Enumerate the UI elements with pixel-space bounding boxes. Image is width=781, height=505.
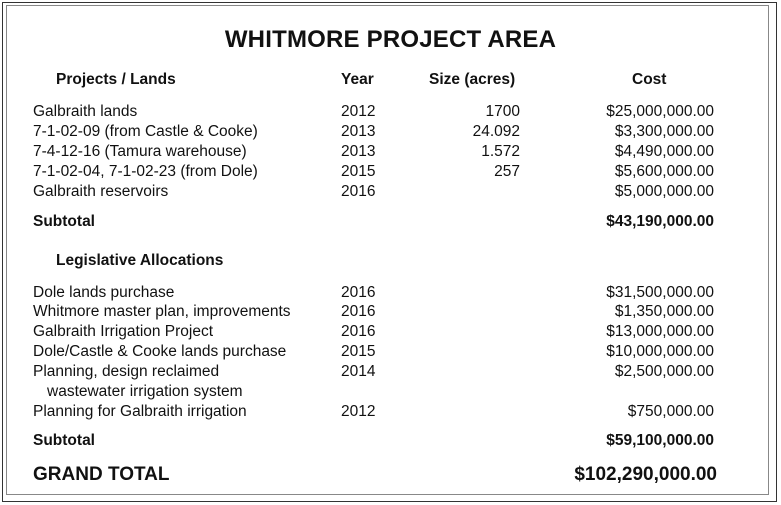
allocation-cost: $10,000,000.00 — [606, 343, 714, 360]
allocation-name: Planning, design reclaimed — [33, 363, 220, 380]
project-cost: $4,490,000.00 — [614, 143, 714, 160]
allocation-year: 2014 — [341, 363, 376, 380]
inner-border — [6, 5, 769, 495]
allocation-name-continued: wastewater irrigation system — [47, 383, 243, 400]
subtotal-label: Subtotal — [33, 432, 95, 449]
project-name: 7-1-02-04, 7-1-02-23 (from Dole) — [33, 163, 258, 180]
project-name: 7-1-02-09 (from Castle & Cooke) — [33, 123, 258, 140]
project-year: 2012 — [341, 103, 376, 120]
allocation-name: Planning for Galbraith irrigation — [33, 403, 247, 420]
project-year: 2013 — [341, 143, 376, 160]
allocation-name: Galbraith Irrigation Project — [33, 323, 214, 340]
project-size: 1.572 — [481, 143, 520, 160]
allocation-name: Whitmore master plan, improvements — [33, 303, 291, 320]
project-size: 1700 — [485, 103, 520, 120]
subtotal-label: Subtotal — [33, 213, 95, 230]
project-cost: $3,300,000.00 — [614, 123, 714, 140]
header-cost: Cost — [632, 71, 667, 88]
grand-total-label: GRAND TOTAL — [33, 464, 170, 485]
allocation-cost: $1,350,000.00 — [614, 303, 714, 320]
allocation-year: 2012 — [341, 403, 376, 420]
allocation-cost: $13,000,000.00 — [606, 323, 714, 340]
allocation-year: 2016 — [341, 323, 376, 340]
project-year: 2013 — [341, 123, 376, 140]
header-year: Year — [341, 71, 374, 88]
allocation-name: Dole/Castle & Cooke lands purchase — [33, 343, 287, 360]
allocation-cost: $31,500,000.00 — [606, 284, 714, 301]
project-cost: $25,000,000.00 — [606, 103, 714, 120]
allocation-year: 2016 — [341, 303, 376, 320]
allocation-cost: $750,000.00 — [627, 403, 714, 420]
project-name: Galbraith reservoirs — [33, 183, 169, 200]
allocation-year: 2016 — [341, 284, 376, 301]
project-cost: $5,000,000.00 — [614, 183, 714, 200]
allocation-name: Dole lands purchase — [33, 284, 175, 301]
project-name: Galbraith lands — [33, 103, 138, 120]
subtotal-cost: $43,190,000.00 — [606, 213, 714, 230]
allocation-year: 2015 — [341, 343, 376, 360]
project-size: 24.092 — [472, 123, 520, 140]
header-projects: Projects / Lands — [56, 71, 176, 88]
project-size: 257 — [494, 163, 520, 180]
subtotal-cost: $59,100,000.00 — [606, 432, 714, 449]
document-title: WHITMORE PROJECT AREA — [224, 26, 557, 53]
project-year: 2016 — [341, 183, 376, 200]
project-name: 7-4-12-16 (Tamura warehouse) — [33, 143, 247, 160]
project-cost: $5,600,000.00 — [614, 163, 714, 180]
project-year: 2015 — [341, 163, 376, 180]
header-size: Size (acres) — [429, 71, 516, 88]
legislative-header: Legislative Allocations — [56, 252, 224, 269]
grand-total-cost: $102,290,000.00 — [574, 464, 717, 485]
allocation-cost: $2,500,000.00 — [614, 363, 714, 380]
